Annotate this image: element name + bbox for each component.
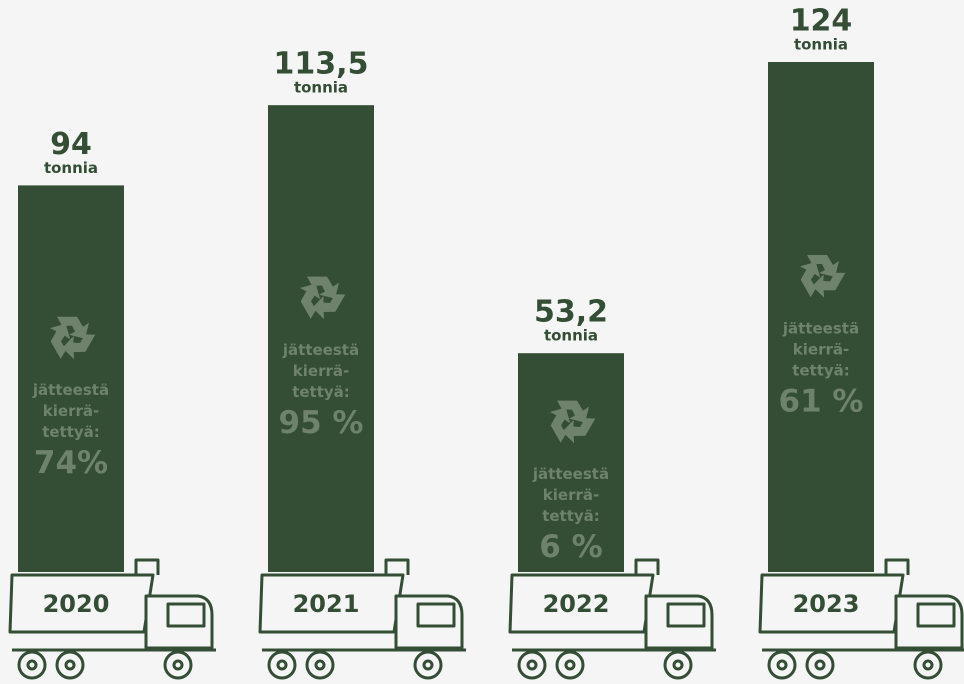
truck-hub	[776, 659, 788, 671]
recycle-arrow	[57, 316, 89, 339]
recycled-label: jätteestä	[282, 341, 359, 359]
recycle-arrow	[557, 400, 589, 423]
recycled-label: kierrä-	[793, 341, 849, 359]
value-label: 94	[50, 127, 92, 162]
recycle-arrow-shape	[312, 294, 346, 320]
recycled-value: 95 %	[279, 405, 364, 441]
truck-body	[758, 573, 905, 634]
recycle-arrow	[312, 294, 346, 320]
recycled-label: kierrä-	[43, 402, 99, 420]
truck-cab	[394, 594, 464, 650]
recycled-label: tettyä:	[792, 362, 850, 380]
unit-label: tonnia	[544, 327, 598, 345]
year-label: 2022	[543, 590, 610, 618]
truck-lip	[634, 558, 660, 575]
recycled-value: 74%	[34, 445, 108, 481]
truck-hub	[314, 659, 326, 671]
recycled-label: jätteestä	[32, 381, 109, 399]
recycle-arrow-shape	[62, 334, 96, 360]
recycle-arrow	[799, 261, 821, 298]
year-label: 2023	[793, 590, 860, 618]
recycle-icon	[299, 276, 346, 320]
year-label: 2021	[293, 590, 360, 618]
truck-lip	[384, 558, 410, 575]
recycle-arrow	[812, 272, 846, 298]
truck-hub	[672, 659, 684, 671]
recycle-arrow	[549, 407, 571, 443]
truck-window	[416, 602, 456, 628]
recycle-arrow-shape	[57, 316, 89, 339]
recycled-label: jätteestä	[532, 465, 609, 483]
recycle-arrow-shape	[307, 276, 339, 299]
unit-label: tonnia	[44, 159, 98, 177]
truck-hub	[422, 659, 434, 671]
bar	[768, 62, 874, 572]
recycle-arrow	[807, 255, 839, 277]
bar	[18, 185, 124, 573]
truck-lip	[884, 558, 910, 575]
truck-hub	[276, 659, 288, 671]
recycled-value: 61 %	[779, 384, 864, 420]
truck-cab	[144, 594, 214, 650]
truck	[508, 558, 716, 680]
truck-hub	[26, 659, 38, 671]
recycle-arrow	[562, 418, 596, 444]
recycle-icon	[799, 255, 846, 298]
unit-label: tonnia	[294, 79, 348, 97]
value-label: 124	[790, 4, 853, 39]
truck-lip	[134, 558, 160, 575]
value-label: 53,2	[534, 295, 608, 330]
value-label: 113,5	[274, 47, 369, 82]
truck	[758, 558, 964, 680]
truck-hub	[922, 659, 934, 671]
truck-hub	[564, 659, 576, 671]
truck-cab	[644, 594, 714, 650]
recycled-label: tettyä:	[42, 423, 100, 441]
recycle-arrow-shape	[557, 400, 589, 423]
year-label: 2020	[43, 590, 110, 618]
recycle-arrow-shape	[812, 272, 846, 298]
recycle-icon	[549, 400, 596, 444]
recycled-label: kierrä-	[293, 362, 349, 380]
recycle-arrow-shape	[549, 407, 571, 443]
truck-body	[508, 573, 655, 634]
bar	[268, 105, 374, 572]
recycle-icon	[49, 316, 96, 360]
truck-window	[166, 602, 206, 628]
recycle-arrow	[62, 334, 96, 360]
bar	[518, 353, 624, 572]
recycled-label: jätteestä	[782, 320, 859, 338]
recycle-arrow-shape	[799, 261, 821, 298]
recycled-label: tettyä:	[292, 383, 350, 401]
recycle-arrow-shape	[49, 323, 71, 359]
truck-window	[666, 602, 706, 628]
truck-body	[8, 573, 155, 634]
recycle-arrow-shape	[807, 255, 839, 277]
truck-hub	[814, 659, 826, 671]
truck	[8, 558, 216, 680]
recycle-arrow	[299, 283, 321, 319]
recycle-arrow	[49, 323, 71, 359]
truck-hub	[526, 659, 538, 671]
recycled-value: 6 %	[539, 529, 602, 565]
truck-hub	[172, 659, 184, 671]
recycled-label: tettyä:	[542, 507, 600, 525]
truck-cab	[894, 594, 964, 650]
truck	[258, 558, 466, 680]
truck-hub	[64, 659, 76, 671]
unit-label: tonnia	[794, 36, 848, 54]
truck-body	[258, 573, 405, 634]
recycle-arrow	[307, 276, 339, 299]
recycle-arrow-shape	[299, 283, 321, 319]
recycle-arrow-shape	[562, 418, 596, 444]
truck-window	[916, 602, 956, 628]
recycled-label: kierrä-	[543, 486, 599, 504]
